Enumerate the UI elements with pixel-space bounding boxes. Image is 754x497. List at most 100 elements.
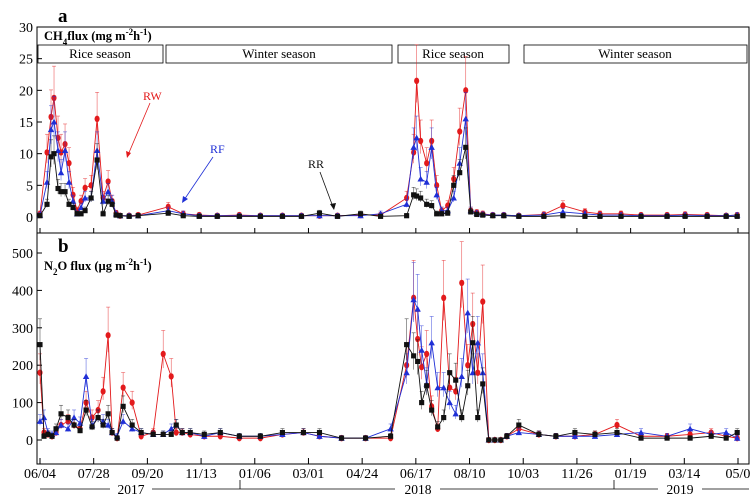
panel-b-point-rf xyxy=(40,414,48,421)
panel-b-point-rr xyxy=(504,433,510,439)
panel-a-point-rr xyxy=(468,209,474,215)
panel-b-point-rr xyxy=(516,422,522,428)
panel-b-point-rf xyxy=(316,433,323,439)
panel-a-point-rr xyxy=(298,213,305,219)
panel-a-point-rr xyxy=(424,201,430,207)
panel-b-point-rw xyxy=(105,332,111,339)
panel-a-point-rr xyxy=(78,211,84,217)
panel-a-point-rr xyxy=(236,213,242,219)
panel-b-point-rr xyxy=(492,437,498,443)
panel-b-point-rr xyxy=(236,433,242,439)
panel-a-point-rr xyxy=(451,182,457,188)
x-tick-label: 10/03 xyxy=(507,467,539,482)
panel-b-point-rf xyxy=(464,309,471,316)
panel-b-point-rr xyxy=(486,437,492,443)
panel-b-point-rr xyxy=(300,429,307,436)
panel-b-point-rw xyxy=(173,429,179,436)
panel-a-point-rr xyxy=(126,213,132,219)
panel-b-point-rf xyxy=(446,399,453,406)
panel-b-point-rf xyxy=(428,339,435,346)
panel-b-point-rr xyxy=(257,433,263,439)
panel-a-point-rr xyxy=(48,154,54,160)
panel-b-point-rf xyxy=(418,347,425,353)
panel-b-point-rr xyxy=(338,435,345,441)
panel-b-point-rf xyxy=(722,429,730,436)
panel-a-point-rr xyxy=(501,213,507,219)
panel-b-point-rr xyxy=(470,340,476,346)
year-label-2018: 2018 xyxy=(405,482,432,497)
panel-b-series-line-rw xyxy=(39,282,738,441)
panel-b-point-rr xyxy=(723,435,729,441)
panel-b-point-rw xyxy=(100,388,106,395)
panel-b-series-line-rf xyxy=(39,299,738,441)
panel-a-point-rf xyxy=(81,194,89,201)
panel-b-point-rf xyxy=(637,429,645,436)
panel-b-point-rr xyxy=(45,431,51,437)
x-tick-label: 08/10 xyxy=(454,467,486,482)
panel-b-point-rr xyxy=(465,383,471,389)
panel-a-point-rf xyxy=(50,118,58,125)
panel-a-point-rw xyxy=(560,202,566,209)
panel-b-point-rf xyxy=(410,296,417,303)
panel-b-point-rr xyxy=(95,415,101,421)
panel-b-point-rr xyxy=(498,437,504,443)
panel-b-point-rr xyxy=(53,426,59,432)
panel-a-y-axis: 0 5 10 15 20 25 30 xyxy=(19,21,42,226)
panel-a-point-rr xyxy=(165,210,171,216)
panel-b-point-rr xyxy=(65,415,71,421)
panel-b-point-rf xyxy=(414,305,421,312)
panel-b-point-rf xyxy=(82,373,90,379)
panel-b-point-rr xyxy=(187,429,193,436)
panel-a-point-rf xyxy=(423,178,430,185)
panel-a-point-rr xyxy=(37,213,43,219)
panel-b-point-rr xyxy=(453,377,459,383)
panel-b-point-rr xyxy=(217,429,223,436)
panel-a-point-rf xyxy=(417,175,424,182)
panel-b-point-rr xyxy=(150,431,156,437)
panel-b-ytick-label: 100 xyxy=(12,397,33,412)
panel-b-ytick-label: 500 xyxy=(12,247,33,262)
panel-a-point-rw xyxy=(463,87,469,94)
panel-b-point-rw xyxy=(614,421,620,429)
panel-b-point-rr xyxy=(475,415,481,421)
panel-a-ytick-label: 20 xyxy=(19,84,33,99)
panel-b-point-rr xyxy=(83,407,89,413)
x-tick-label: 05/0 xyxy=(726,467,751,482)
annotation-rw-arrow xyxy=(127,102,151,156)
panel-b-point-rr xyxy=(553,433,559,439)
panel-b-ytick-label: 200 xyxy=(12,359,33,374)
x-tick-label: 03/14 xyxy=(668,467,700,482)
panel-b-letter: b xyxy=(58,236,69,257)
panel-a-point-rf xyxy=(65,178,73,185)
panel-b-ytick-label: 0 xyxy=(26,434,33,449)
panel-a-point-rr xyxy=(58,189,64,195)
panel-a-ytick-label: 25 xyxy=(19,53,33,68)
panel-b-point-rf xyxy=(434,384,441,391)
x-tick-label: 04/24 xyxy=(346,467,378,482)
panel-b-point-rw xyxy=(168,373,174,380)
season-box-rice-1 xyxy=(37,44,164,64)
panel-b-point-rr xyxy=(424,383,430,389)
panel-b-point-rf xyxy=(571,433,579,439)
panel-b-point-rr xyxy=(173,422,179,428)
annotation-rf-arrowhead xyxy=(182,196,188,203)
season-label-winter-2: Winter season xyxy=(598,46,672,61)
panel-a-point-rr xyxy=(560,213,566,219)
panel-a-point-rf xyxy=(57,169,65,176)
panel-b-point-rr xyxy=(404,342,410,348)
panel-a-series xyxy=(36,44,741,219)
panel-a-point-rw xyxy=(78,197,84,205)
panel-b-point-rf xyxy=(104,421,112,428)
x-tick-label: 07/28 xyxy=(78,467,110,482)
panel-b-point-rf xyxy=(686,425,694,432)
panel-a-point-rr xyxy=(100,211,106,217)
panel-a-point-rr xyxy=(51,151,57,157)
panel-a-point-rr xyxy=(618,213,624,219)
season-box-rice-2 xyxy=(397,44,510,64)
panel-b-point-rr xyxy=(429,407,435,413)
panel-a-point-rw xyxy=(44,149,50,156)
panel-a-point-rf xyxy=(433,191,440,198)
panel-b-point-rr xyxy=(362,435,369,441)
panel-b-point-rf xyxy=(57,421,65,428)
panel-a-point-rr xyxy=(117,213,123,219)
